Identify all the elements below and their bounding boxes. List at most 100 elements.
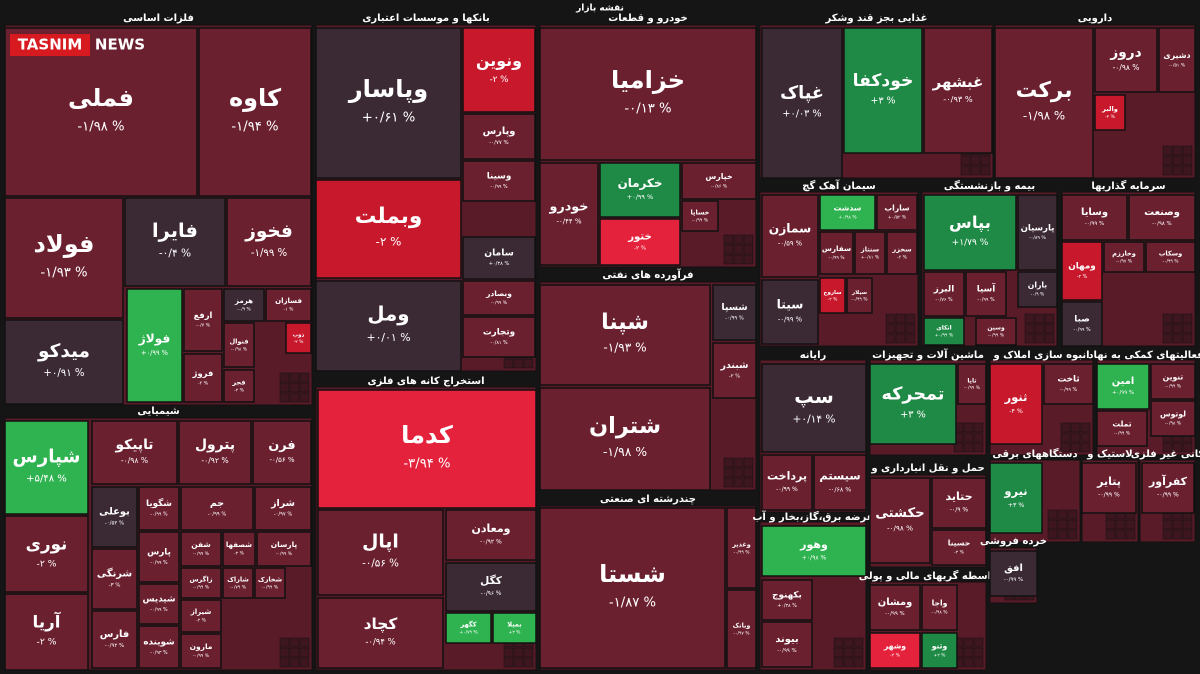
filler-cell xyxy=(723,477,734,488)
tile-box xyxy=(445,612,492,644)
sector-title: غذایی بجز قند وشکر xyxy=(824,13,927,24)
tile-box xyxy=(1141,462,1195,514)
tile: ختور -۲ % xyxy=(599,218,681,266)
tile-change: -۰/۷۷ % xyxy=(489,140,508,146)
tile-name: البرز xyxy=(933,285,954,295)
tile-name: اتکای xyxy=(936,325,951,332)
tile: آسیا -۰/۹۹ % xyxy=(965,271,1007,317)
filler-cell xyxy=(1162,442,1173,453)
tile-box xyxy=(180,486,254,531)
filler-cell xyxy=(833,647,844,658)
filler-cell xyxy=(289,657,300,668)
tile-name: تمحرکه xyxy=(882,384,945,404)
tile-name: پتایر xyxy=(1096,475,1121,488)
filler-cell xyxy=(289,392,300,403)
filler-cell xyxy=(743,254,754,265)
filler-cell xyxy=(833,637,844,648)
tile-change: -۱/۸۷ % xyxy=(609,595,656,610)
tile-box xyxy=(681,200,719,232)
tile: کدما -۳/۹۴ % xyxy=(317,389,537,509)
tile-box xyxy=(975,317,1017,346)
filler-cell xyxy=(1047,529,1058,540)
tile: کفرآور -۰/۹۹ % xyxy=(1141,462,1195,514)
tile-box xyxy=(198,27,312,197)
tile: ومهان -۲ % xyxy=(1061,241,1103,301)
tile-name: تاپیکو xyxy=(114,437,153,453)
tile-box xyxy=(1043,363,1094,405)
filler-cell xyxy=(1060,432,1071,443)
tile-name: ومشان xyxy=(878,597,912,608)
tile: شسپا -۰/۹۹ % xyxy=(712,284,757,341)
tile-change: -۰/۹۹ % xyxy=(262,584,279,590)
tile-box xyxy=(462,280,536,316)
sector-title: فرآورده های نفتی xyxy=(602,268,693,281)
filler-cell xyxy=(1044,323,1055,334)
tile-name: امین xyxy=(1112,376,1134,387)
tile-name: وهور xyxy=(799,538,828,551)
tile-name: شوینده xyxy=(143,638,174,648)
tile: شپنا -۱/۹۳ % xyxy=(539,284,711,386)
tile-change: +۳ % xyxy=(871,95,896,106)
filler-cell xyxy=(973,442,984,453)
sector-title: حمل و نقل انبارداری و xyxy=(870,463,984,474)
filler-cell xyxy=(279,647,290,658)
tile-change: -۰/۹۹ % xyxy=(977,297,995,303)
filler-cell xyxy=(523,647,534,658)
tile: میدکو +۰/۹۱ % xyxy=(4,319,124,405)
tile-change: -۰/۹۹ % xyxy=(276,551,293,557)
tile-name: وسکاب xyxy=(1159,249,1183,257)
tile-name: آریا xyxy=(33,610,62,631)
tile-change: -۰/۹۹ % xyxy=(964,385,981,391)
tile: اپال -۰/۵۶ % xyxy=(317,509,444,596)
tile-box xyxy=(599,218,681,266)
tile-name: حکشتی xyxy=(875,506,924,521)
tile-box xyxy=(1061,241,1103,301)
filler-cell xyxy=(1057,529,1068,540)
tile: بکهنوج +۰/۳۸ % xyxy=(761,579,813,621)
tile-name: نیرو xyxy=(1003,484,1027,499)
tile-change: -۰/۹۹ % xyxy=(150,511,168,517)
filler-cell xyxy=(1034,323,1045,334)
filler-cell xyxy=(853,637,864,648)
tile-name: ساروج xyxy=(823,290,841,296)
tile-change: -۰/۹۹ % xyxy=(1165,384,1182,390)
tile-change: -۰/۹۹ % xyxy=(208,512,227,518)
tile-change: -۲ % xyxy=(729,374,740,380)
tile-box xyxy=(819,231,854,275)
tile-box xyxy=(138,531,180,583)
sector-title: عرضه برق،گاز،بخار و آب xyxy=(752,510,873,523)
filler-cell xyxy=(1070,432,1081,443)
tile-change: -۳ % xyxy=(109,582,121,588)
tile-box xyxy=(178,420,252,485)
filler-cell xyxy=(733,244,744,255)
filler-cell xyxy=(1105,519,1116,530)
filler-cell xyxy=(1162,165,1173,176)
tile-change: -۰/۵۶ % xyxy=(362,558,399,570)
filler-cell xyxy=(1080,442,1091,453)
tile-change: -۰/۹۸ % xyxy=(1165,421,1182,427)
tile: شبندر -۲ % xyxy=(712,342,757,399)
tile-change: -۱ % xyxy=(284,307,294,313)
tile-name: هرمز xyxy=(234,296,253,305)
tile-change: -۰/۹۹ % xyxy=(490,184,508,190)
tile-change: -۱/۹۹ % xyxy=(251,248,288,259)
tile-box xyxy=(317,597,444,669)
tile: فجر-۲ % xyxy=(223,369,255,403)
tile-box xyxy=(712,342,757,399)
tile-name: تملت xyxy=(1112,419,1131,428)
tile-change: -۰/۹۹ % xyxy=(491,300,508,306)
tile: کچاد -۰/۹۴ % xyxy=(317,597,444,669)
tile-change: +۵/۴۸ % xyxy=(26,473,67,484)
filler-cell xyxy=(1182,145,1193,156)
filler-cell xyxy=(1044,313,1055,324)
filler-cell xyxy=(723,234,734,245)
sector-title: سیمان آهک گچ xyxy=(802,179,876,192)
tile-box xyxy=(681,162,757,200)
tile-change: -۰/۹۴ % xyxy=(365,637,395,647)
tile-box xyxy=(222,531,256,567)
tile-name: سفارس xyxy=(822,244,851,253)
tile: تملت -۰/۹۹ % xyxy=(1096,410,1148,447)
tile-name: غبشهر xyxy=(932,73,984,91)
tile-box xyxy=(921,632,958,669)
tile: ساراب +۰/۵۳ % xyxy=(876,194,918,231)
